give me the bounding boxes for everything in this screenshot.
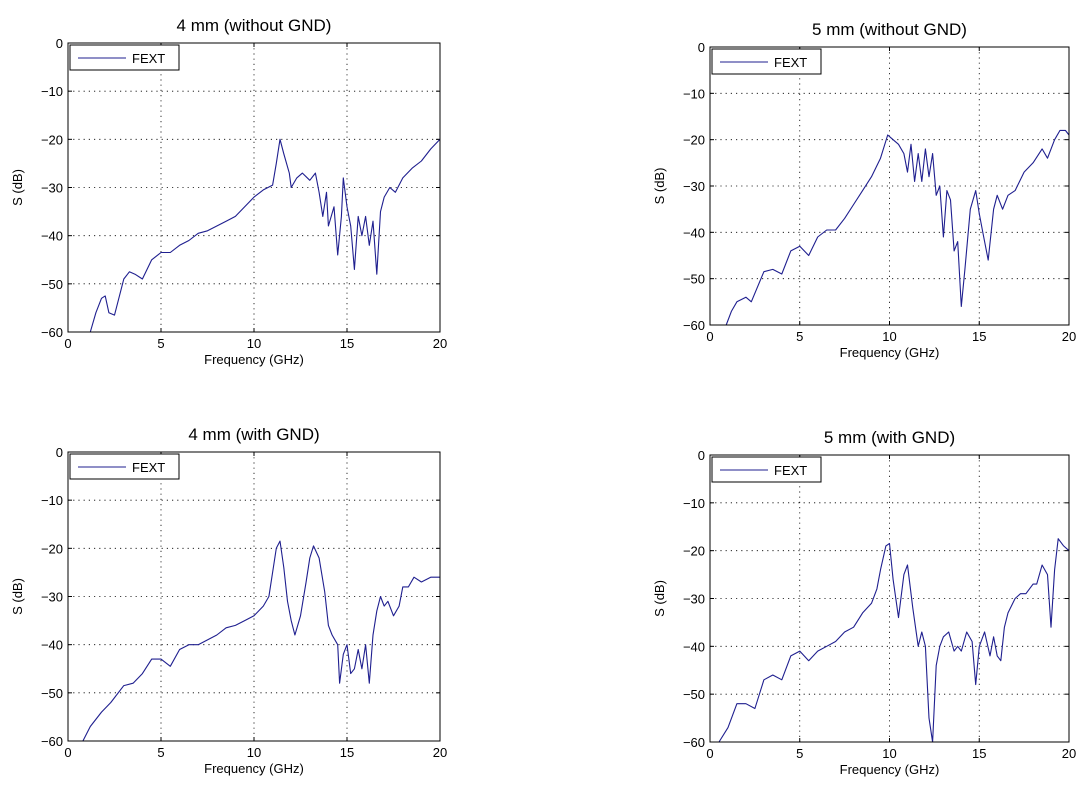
x-axis-label: Frequency (GHz) bbox=[840, 762, 940, 777]
x-tick-label: 15 bbox=[340, 336, 354, 351]
y-tick-label: −20 bbox=[41, 541, 63, 556]
y-axis-label: S (dB) bbox=[652, 580, 667, 617]
y-tick-label: 0 bbox=[698, 40, 705, 55]
x-tick-label: 5 bbox=[796, 329, 803, 344]
plot-frame bbox=[67, 42, 441, 333]
series-line bbox=[725, 129, 1070, 326]
y-tick-label: −60 bbox=[683, 735, 705, 750]
y-tick-label: −20 bbox=[683, 133, 705, 148]
plot-area bbox=[710, 47, 1069, 325]
y-axis-label: S (dB) bbox=[10, 578, 25, 615]
y-tick-label: −40 bbox=[41, 638, 63, 653]
x-tick-label: 10 bbox=[247, 336, 261, 351]
y-axis-label: S (dB) bbox=[652, 168, 667, 205]
y-tick-label: 0 bbox=[56, 445, 63, 460]
y-tick-label: −10 bbox=[683, 86, 705, 101]
x-tick-label: 5 bbox=[157, 745, 164, 760]
x-tick-label: 20 bbox=[433, 745, 447, 760]
y-tick-label: −30 bbox=[683, 592, 705, 607]
plot-frame bbox=[709, 46, 1070, 326]
y-tick-label: −50 bbox=[41, 686, 63, 701]
legend-label: FEXT bbox=[774, 463, 807, 478]
y-tick-label: 0 bbox=[56, 36, 63, 51]
x-tick-label: 20 bbox=[1062, 329, 1076, 344]
x-tick-label: 0 bbox=[706, 329, 713, 344]
y-tick-label: 0 bbox=[698, 448, 705, 463]
legend-label: FEXT bbox=[132, 51, 165, 66]
legend-label: FEXT bbox=[132, 460, 165, 475]
chart-title: 4 mm (without GND) bbox=[177, 16, 332, 35]
plot-frame bbox=[67, 451, 441, 742]
chart-panel: 4 mm (with GND) 0 5 10 15 20 0 −10 −20 −30 −40 −50 −… bbox=[10, 425, 447, 776]
y-tick-label: −20 bbox=[41, 132, 63, 147]
y-tick-label: −40 bbox=[683, 225, 705, 240]
x-tick-label: 0 bbox=[64, 336, 71, 351]
plot-area bbox=[68, 43, 440, 332]
x-tick-label: 20 bbox=[1062, 746, 1076, 761]
x-tick-label: 0 bbox=[706, 746, 713, 761]
y-tick-label: −10 bbox=[41, 493, 63, 508]
series-line bbox=[89, 138, 441, 333]
x-tick-label: 5 bbox=[796, 746, 803, 761]
y-tick-label: −60 bbox=[683, 318, 705, 333]
series-line bbox=[718, 538, 1070, 743]
chart-panel: 4 mm (without GND) 0 5 10 15 20 0 −10 −20 −30 −40 −… bbox=[10, 16, 447, 367]
x-tick-label: 10 bbox=[882, 746, 896, 761]
x-tick-label: 10 bbox=[882, 329, 896, 344]
plot-area bbox=[68, 452, 440, 741]
x-tick-label: 15 bbox=[972, 746, 986, 761]
y-tick-label: −20 bbox=[683, 544, 705, 559]
y-tick-label: −50 bbox=[41, 277, 63, 292]
y-tick-label: −10 bbox=[41, 84, 63, 99]
chart-title: 5 mm (with GND) bbox=[824, 428, 955, 447]
y-tick-label: −50 bbox=[683, 687, 705, 702]
chart-title: 4 mm (with GND) bbox=[188, 425, 319, 444]
y-tick-label: −40 bbox=[41, 229, 63, 244]
x-tick-label: 10 bbox=[247, 745, 261, 760]
y-tick-label: −30 bbox=[41, 181, 63, 196]
x-axis-label: Frequency (GHz) bbox=[204, 352, 304, 367]
y-tick-label: −30 bbox=[41, 590, 63, 605]
y-tick-label: −60 bbox=[41, 325, 63, 340]
chart-title: 5 mm (without GND) bbox=[812, 20, 967, 39]
y-tick-label: −50 bbox=[683, 272, 705, 287]
x-axis-label: Frequency (GHz) bbox=[204, 761, 304, 776]
y-tick-label: −60 bbox=[41, 734, 63, 749]
x-tick-label: 0 bbox=[64, 745, 71, 760]
x-tick-label: 15 bbox=[972, 329, 986, 344]
x-tick-label: 20 bbox=[433, 336, 447, 351]
legend-label: FEXT bbox=[774, 55, 807, 70]
x-axis-label: Frequency (GHz) bbox=[840, 345, 940, 360]
series-line bbox=[82, 540, 440, 742]
chart-panel: 5 mm (without GND) 0 5 10 15 20 0 −10 −20 −30 −40 −… bbox=[652, 20, 1076, 360]
x-tick-label: 15 bbox=[340, 745, 354, 760]
chart-panel: 5 mm (with GND) 0 5 10 15 20 0 −10 −20 −30 −40 −50 −… bbox=[652, 428, 1076, 777]
y-tick-label: −30 bbox=[683, 179, 705, 194]
plot-frame bbox=[709, 454, 1070, 743]
y-tick-label: −40 bbox=[683, 639, 705, 654]
y-axis-label: S (dB) bbox=[10, 169, 25, 206]
x-tick-label: 5 bbox=[157, 336, 164, 351]
y-tick-label: −10 bbox=[683, 496, 705, 511]
